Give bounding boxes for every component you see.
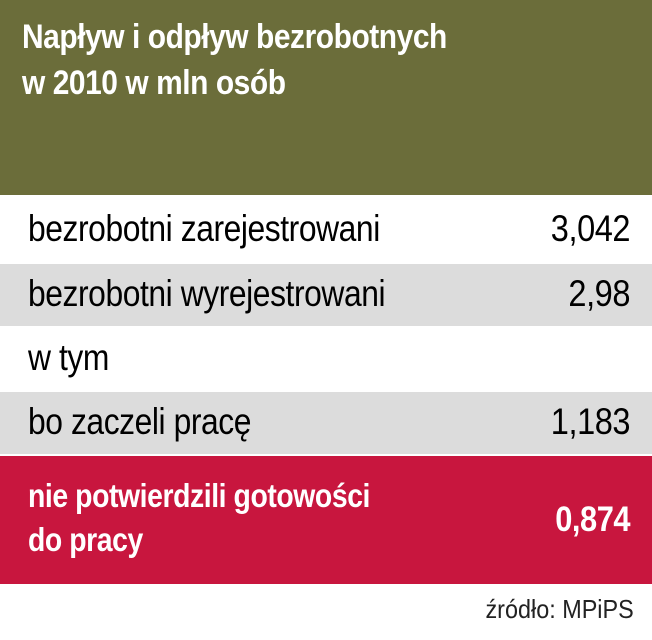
row-value: 2,98 bbox=[568, 273, 630, 314]
row-label: bo zaczeli pracę bbox=[28, 401, 252, 442]
table-row-highlight: nie potwierdzili gotowości do pracy 0,87… bbox=[0, 456, 652, 584]
row-label: nie potwierdzili gotowości do pracy bbox=[28, 477, 371, 558]
row-value: 0,874 bbox=[555, 500, 630, 539]
row-label: bezrobotni zarejestrowani bbox=[28, 208, 380, 249]
row-value: 3,042 bbox=[550, 208, 631, 249]
title-line-1: Napływ i odpływ bezrobotnych bbox=[22, 18, 447, 56]
table-row: bezrobotni wyrejestrowani 2,98 bbox=[0, 264, 652, 326]
table-title: Napływ i odpływ bezrobotnych w 2010 w ml… bbox=[22, 14, 550, 106]
table-row: bezrobotni zarejestrowani 3,042 bbox=[0, 198, 652, 262]
row-value: 1,183 bbox=[550, 401, 631, 442]
row-label: w tym bbox=[28, 337, 109, 378]
table-row: bo zaczeli pracę 1,183 bbox=[0, 392, 652, 454]
row-label: bezrobotni wyrejestrowani bbox=[28, 273, 386, 314]
table-header: Napływ i odpływ bezrobotnych w 2010 w ml… bbox=[0, 0, 652, 195]
source-note: źródło: MPiPS bbox=[485, 594, 634, 624]
title-line-2: w 2010 w mln osób bbox=[22, 64, 286, 102]
table-row: w tym bbox=[0, 328, 652, 390]
